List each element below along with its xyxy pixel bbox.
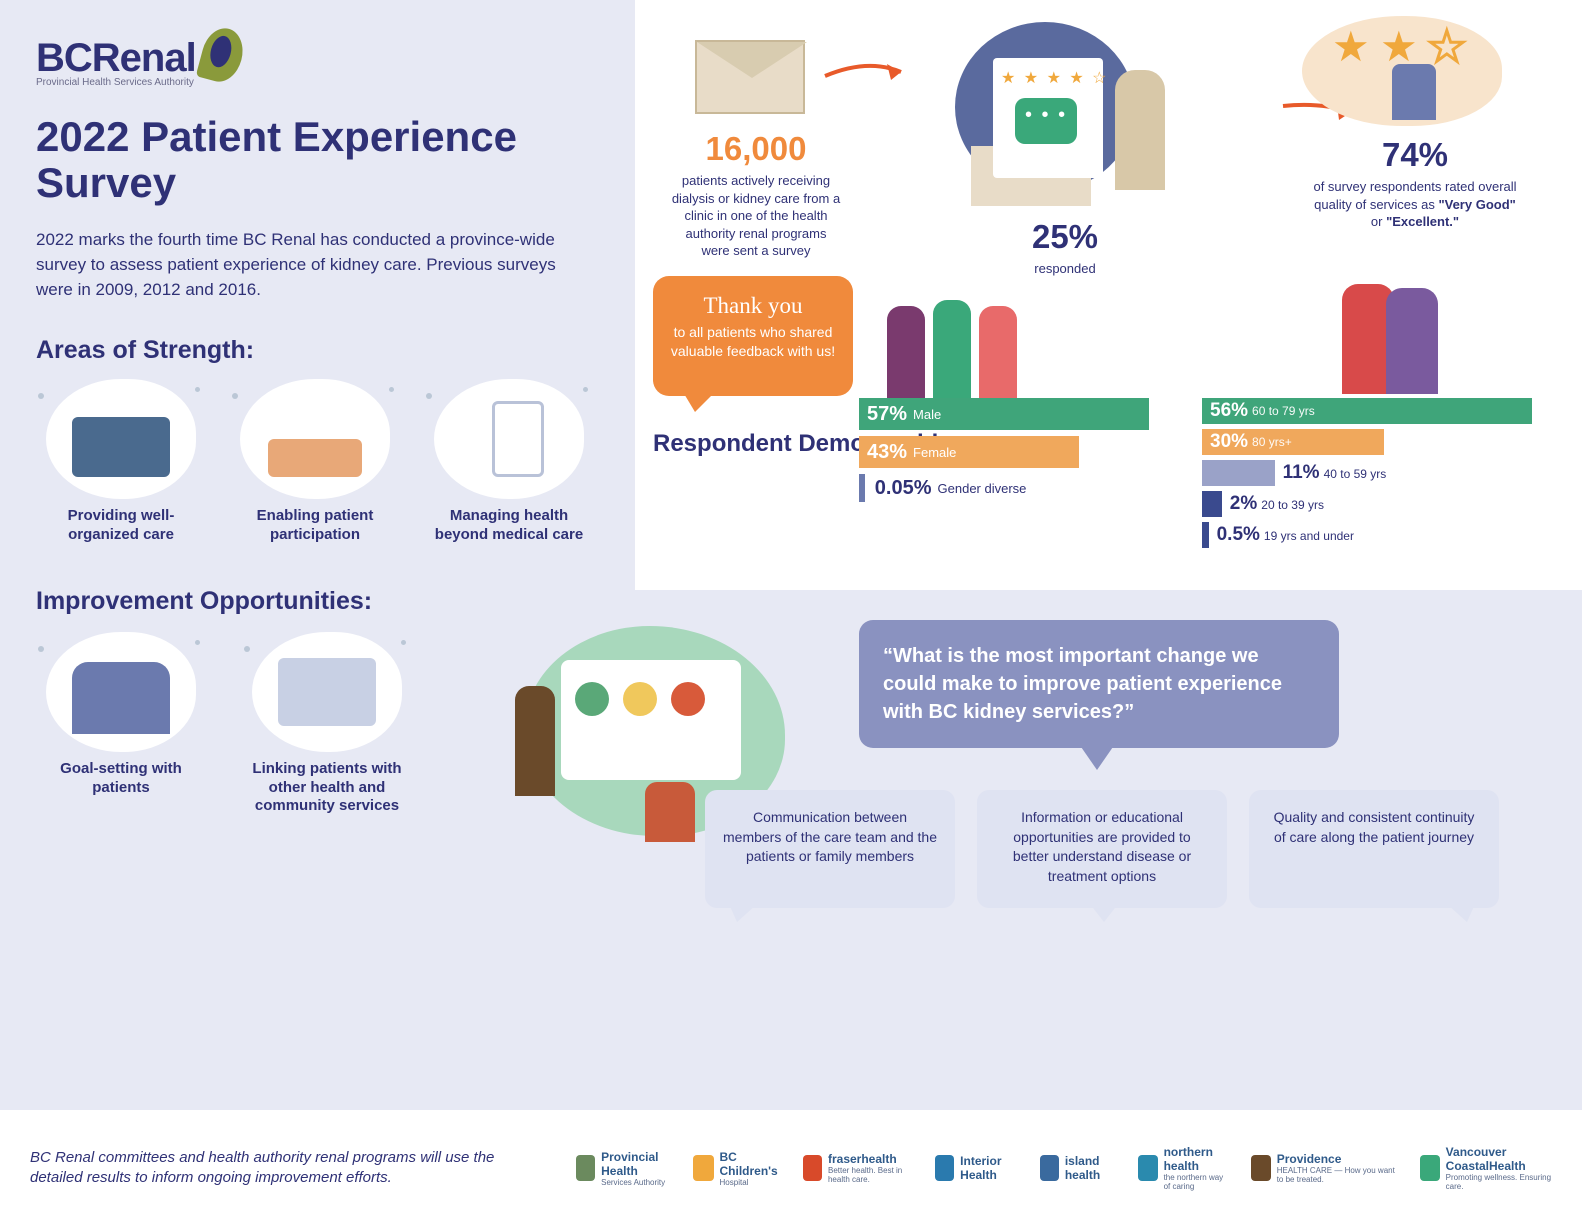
stat-value: 74% <box>1310 136 1520 174</box>
partner-logo: Vancouver CoastalHealthPromoting wellnes… <box>1420 1145 1552 1191</box>
improvement-label: Linking patients with other health and c… <box>242 760 412 816</box>
stat-caption: of survey respondents rated overall qual… <box>1310 178 1520 231</box>
stat-caption: patients actively receiving dialysis or … <box>671 172 841 260</box>
strengths-heading: Areas of Strength: <box>36 336 599 365</box>
stat-text-bold: "Very Good" <box>1438 197 1515 212</box>
age-bar: 30%80 yrs+ <box>1202 429 1532 455</box>
response-bubbles: Communication between members of the car… <box>705 790 1499 908</box>
age-bar: 2%20 to 39 yrs <box>1202 491 1532 517</box>
partner-logos: Provincial HealthServices Authority BC Ch… <box>576 1145 1552 1191</box>
logo-subtitle: Provincial Health Services Authority <box>36 77 196 88</box>
quote-bubble: “What is the most important change we co… <box>859 620 1339 748</box>
intro-text: 2022 marks the fourth time BC Renal has … <box>36 228 596 302</box>
stat-responded: 25% responded <box>995 218 1135 278</box>
thank-you-bubble: Thank you to all patients who shared val… <box>653 276 853 396</box>
response-bubble: Quality and consistent continuity of car… <box>1249 790 1499 908</box>
responses-panel: “What is the most important change we co… <box>635 590 1582 1110</box>
stat-text-bold: "Excellent." <box>1386 214 1459 229</box>
partner-logo: BC Children'sHospital <box>693 1145 783 1191</box>
partner-logo: fraserhealthBetter health. Best in healt… <box>803 1145 915 1191</box>
stat-value: 16,000 <box>671 130 841 168</box>
people-group-icon <box>46 632 196 752</box>
strength-label: Managing health beyond medical care <box>424 507 594 545</box>
stat-text: or <box>1371 214 1386 229</box>
couple-icon <box>1342 284 1492 396</box>
strength-item: Managing health beyond medical care <box>424 379 594 545</box>
thank-you-lead: Thank you <box>669 290 837 321</box>
laptop-folder-icon <box>46 379 196 499</box>
strength-item: Enabling patient participation <box>230 379 400 545</box>
footer: BC Renal committees and health authority… <box>0 1110 1582 1225</box>
gender-bar: 57%Male <box>859 398 1149 430</box>
partner-logo: island health <box>1040 1145 1119 1191</box>
logo-kidney-icon <box>195 24 248 87</box>
age-bar: 0.5%19 yrs and under <box>1202 522 1532 548</box>
logo-wordmark: BCRenal <box>36 36 196 81</box>
gender-bar: 0.05%Gender diverse <box>859 474 1149 502</box>
gender-bars: 57%Male 43%Female 0.05%Gender diverse <box>859 398 1149 508</box>
improvements-heading: Improvement Opportunities: <box>36 587 599 616</box>
thank-you-body: to all patients who shared valuable feed… <box>671 324 835 359</box>
brand-logo: BCRenal Provincial Health Services Autho… <box>36 28 599 88</box>
stat-sent: 16,000 patients actively receiving dialy… <box>671 130 841 260</box>
rating-stars-icon: ★★★ <box>1302 16 1502 126</box>
people-group-icon <box>883 300 1133 400</box>
age-bar: 56%60 to 79 yrs <box>1202 398 1532 424</box>
survey-response-icon: ★ ★ ★ ★ ☆ <box>935 22 1175 212</box>
response-bubble: Communication between members of the car… <box>705 790 955 908</box>
tablet-checklist-icon <box>434 379 584 499</box>
partner-logo: northern healththe northern way of carin… <box>1138 1145 1231 1191</box>
partner-logo: Provincial HealthServices Authority <box>576 1145 673 1191</box>
strengths-row: Providing well-organized care Enabling p… <box>36 379 599 545</box>
improvement-item: Goal-setting with patients <box>36 632 206 816</box>
network-screen-icon <box>252 632 402 752</box>
partner-logo: ProvidenceHEALTH CARE — How you want to … <box>1251 1145 1400 1191</box>
age-bar: 11%40 to 59 yrs <box>1202 460 1532 486</box>
gender-bar: 43%Female <box>859 436 1149 468</box>
envelope-icon <box>695 40 805 114</box>
improvement-label: Goal-setting with patients <box>36 760 206 798</box>
left-panel: BCRenal Provincial Health Services Autho… <box>0 0 635 1110</box>
arrow-icon <box>823 62 913 82</box>
strength-label: Providing well-organized care <box>36 507 206 545</box>
age-bars: 56%60 to 79 yrs 30%80 yrs+ 11%40 to 59 yrs… <box>1202 398 1532 553</box>
page-title: 2022 Patient Experience Survey <box>36 114 599 206</box>
strength-label: Enabling patient participation <box>230 507 400 545</box>
strength-item: Providing well-organized care <box>36 379 206 545</box>
stats-panel: 16,000 patients actively receiving dialy… <box>635 0 1582 590</box>
stat-value: 25% <box>995 218 1135 256</box>
partner-logo: Interior Health <box>935 1145 1020 1191</box>
footer-text: BC Renal committees and health authority… <box>30 1148 550 1189</box>
stat-quality: 74% of survey respondents rated overall … <box>1310 136 1520 231</box>
response-bubble: Information or educational opportunities… <box>977 790 1227 908</box>
improvement-item: Linking patients with other health and c… <box>242 632 412 816</box>
stat-caption: responded <box>995 260 1135 278</box>
telehealth-icon <box>240 379 390 499</box>
